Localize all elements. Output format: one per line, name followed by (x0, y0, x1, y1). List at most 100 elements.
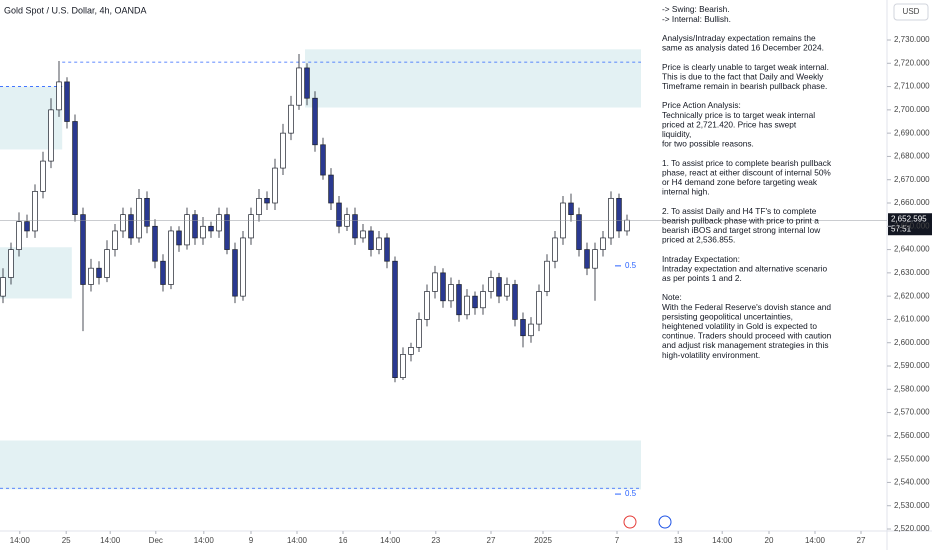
y-tick-label: 2,590.000 (894, 361, 930, 370)
note-line: heightened volatility in Gold is expecte… (662, 321, 817, 331)
note-line: Timeframe remain in bearish pullback pha… (662, 81, 827, 91)
note-line: 1. To assist price to complete bearish p… (662, 158, 832, 168)
candle-body (320, 144, 326, 176)
candle-body (384, 237, 390, 262)
x-tick-label: 25 (62, 536, 71, 545)
y-tick-label: 2,640.000 (894, 245, 930, 254)
candle-body (624, 219, 630, 232)
note-line: Analysis/Intraday expectation remains th… (662, 33, 816, 43)
x-tick-label: 14:00 (194, 536, 215, 545)
note-line: bearish pullback phase with price to pri… (662, 215, 819, 225)
y-tick-label: 2,600.000 (894, 338, 930, 347)
candle-body (608, 197, 614, 239)
y-tick-label: 2,540.000 (894, 478, 930, 487)
candle-body (576, 214, 582, 250)
candle-body (128, 214, 134, 239)
note-line: or H4 demand zone before targeting weak (662, 177, 818, 187)
note-line: high-volatility environment. (662, 350, 760, 360)
candle-body (232, 249, 238, 297)
x-tick-label: 27 (857, 536, 866, 545)
event-icon[interactable] (658, 515, 672, 529)
note-line: With the Federal Reserve's dovish stance… (662, 302, 831, 312)
note-line: bearish iBOS and target strong internal … (662, 225, 821, 235)
candle-body (264, 197, 270, 204)
x-tick-label: 13 (674, 536, 683, 545)
x-tick-label: 9 (249, 536, 254, 545)
note-line: priced at 2,721.420. Price has swept (662, 119, 797, 129)
event-icon[interactable] (623, 515, 637, 529)
last-price-box (888, 213, 932, 236)
candle-body (376, 237, 382, 250)
note-line: for two possible reasons. (662, 139, 754, 149)
candle-body (16, 221, 22, 250)
candle-body (120, 214, 126, 232)
y-tick-label: 2,520.000 (894, 524, 930, 533)
candle-body (88, 267, 94, 285)
candle-body (496, 277, 502, 297)
candle-body (480, 291, 486, 309)
candle-body (248, 214, 254, 239)
x-tick-label: 16 (339, 536, 348, 545)
candle-body (512, 284, 518, 320)
candle-body (568, 202, 574, 215)
candle-body (432, 272, 438, 292)
candle-body (176, 230, 182, 246)
candle-body (456, 284, 462, 316)
y-tick-label: 2,550.000 (894, 454, 930, 463)
y-tick-label: 2,650.000 (894, 221, 930, 230)
candle-body (616, 197, 622, 232)
candle-body (360, 230, 366, 239)
note-line: liquidity, (662, 129, 691, 139)
y-tick-label: 2,670.000 (894, 175, 930, 184)
candle-body (160, 260, 166, 285)
y-tick-label: 2,620.000 (894, 291, 930, 300)
candle-body (240, 237, 246, 297)
note-line: -> Internal: Bullish. (662, 14, 731, 24)
note-line: same as analysis dated 16 December 2024. (662, 43, 824, 53)
zone (0, 440, 641, 490)
candle-body (48, 109, 54, 162)
candle-body (536, 291, 542, 325)
candle-body (584, 249, 590, 269)
candle-body (528, 323, 534, 337)
candle-body (448, 284, 454, 302)
currency[interactable]: USD (903, 7, 920, 16)
note-line: phase, react at either discount of inter… (662, 167, 831, 177)
x-tick-label: 14:00 (100, 536, 121, 545)
candle-body (208, 225, 214, 232)
x-tick-label: 20 (765, 536, 774, 545)
candle-body (504, 284, 510, 297)
x-tick-label: 14:00 (10, 536, 31, 545)
candle-body (552, 237, 558, 262)
y-tick-label: 2,700.000 (894, 105, 930, 114)
candle-body (80, 214, 86, 285)
note-line: This is due to the fact that Daily and W… (662, 71, 824, 81)
note-line: 2. To assist Daily and H4 TF's to comple… (662, 206, 817, 216)
candle-body (272, 167, 278, 204)
candle-body (600, 237, 606, 250)
note-line: Price is clearly unable to target weak i… (662, 62, 829, 72)
candle-body (440, 272, 446, 302)
x-tick-label: 7 (615, 536, 620, 545)
y-tick-label: 2,560.000 (894, 431, 930, 440)
candle-body (544, 260, 550, 292)
candle-body (328, 174, 334, 204)
x-tick-label: 23 (431, 536, 440, 545)
x-tick-label: 14:00 (287, 536, 308, 545)
currency-button[interactable] (893, 3, 929, 21)
x-tick-label: 2025 (534, 536, 552, 545)
note-line: internal high. (662, 187, 710, 197)
y-tick-label: 2,720.000 (894, 58, 930, 67)
candle-body (464, 295, 470, 316)
countdown-label: 57:51 (891, 224, 912, 233)
last-price-label: 2,652.595 (891, 214, 927, 223)
candle-body (168, 230, 174, 285)
y-tick-label: 2,580.000 (894, 384, 930, 393)
y-tick-label: 2,630.000 (894, 268, 930, 277)
candle-body (408, 347, 414, 355)
note-line: Note: (662, 292, 682, 302)
candle-body (352, 214, 358, 239)
candle-body (144, 197, 150, 227)
chart-title: Gold Spot / U.S. Dollar, 4h, OANDA (4, 5, 147, 15)
